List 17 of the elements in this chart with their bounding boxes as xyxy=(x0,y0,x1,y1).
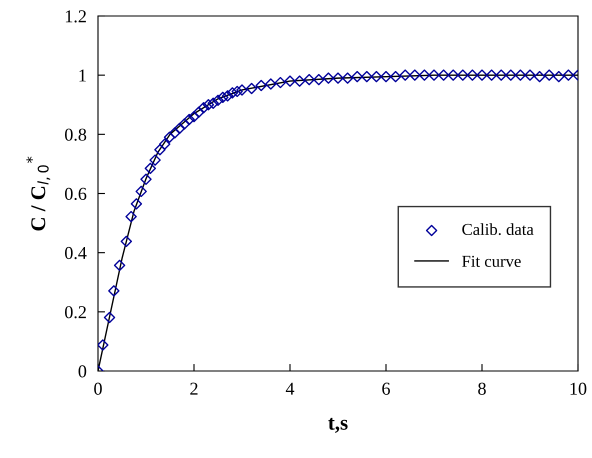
y-axis-title: C / C$_{l,0}$$^{*}$ xyxy=(26,156,50,230)
y-tick-label: 0.6 xyxy=(65,188,86,200)
x-tick-label: 4 xyxy=(286,382,294,395)
y-tick-label: 0.8 xyxy=(65,128,86,141)
x-tick-label: 8 xyxy=(478,382,486,395)
y-tick-label: 0.4 xyxy=(65,246,87,260)
x-axis-title: t,s xyxy=(328,418,348,433)
x-tick-label: 10 xyxy=(570,382,586,395)
y-tick-label: 1.2 xyxy=(66,10,86,23)
legend-label: Calib. data xyxy=(462,223,534,236)
y-tick-label: 0 xyxy=(78,365,86,378)
legend-label: Fit curve xyxy=(462,256,521,267)
x-tick-label: 0 xyxy=(94,382,102,395)
x-tick-label: 6 xyxy=(382,382,390,395)
y-tick-label: 0.2 xyxy=(65,306,86,318)
x-tick-label: 2 xyxy=(190,382,198,395)
y-tick-label: 1 xyxy=(79,70,86,82)
